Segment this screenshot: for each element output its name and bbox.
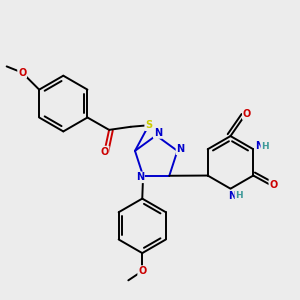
Text: N: N (255, 141, 263, 151)
Text: O: O (243, 109, 251, 119)
Text: N: N (154, 128, 162, 138)
Text: O: O (100, 146, 109, 157)
Text: H: H (236, 191, 243, 200)
Text: H: H (261, 142, 269, 151)
Text: N: N (228, 190, 236, 200)
Text: O: O (269, 180, 278, 190)
Text: O: O (18, 68, 26, 78)
Text: N: N (136, 172, 144, 182)
Text: S: S (145, 120, 152, 130)
Text: O: O (138, 266, 146, 276)
Text: N: N (176, 144, 184, 154)
